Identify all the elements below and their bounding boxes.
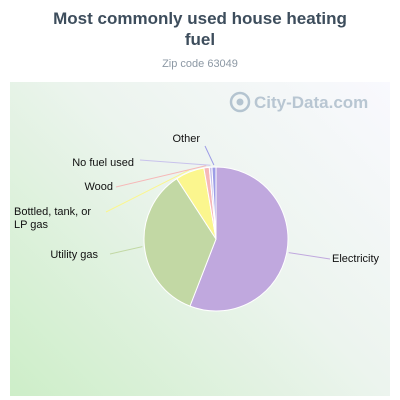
slice-label-electricity: Electricity — [332, 253, 380, 265]
watermark: City-Data.com — [229, 91, 368, 113]
slice-labels: Electricity Utility gas Bottled, tank, or L… — [14, 133, 380, 265]
pie-slice-utility-gas — [143, 177, 217, 307]
pie-slices — [143, 166, 289, 312]
watermark-logo-icon — [229, 91, 251, 113]
slice-label-other: Other — [172, 133, 200, 145]
slice-label-utility-gas: Utility gas — [50, 249, 98, 261]
chart-subtitle: Zip code 63049 — [162, 58, 238, 70]
watermark-logo-dot-icon — [236, 98, 244, 106]
slice-label-no-fuel-used: No fuel used — [72, 157, 134, 169]
leader-lines — [105, 145, 331, 260]
leader-line-other — [204, 145, 215, 166]
pie-slice-electricity — [189, 166, 289, 312]
chart-header: Most commonly used house heating fuel Zi… — [0, 0, 400, 80]
slice-label-bottled-tank-or-lp-gas: Bottled, tank, or LP gas — [14, 206, 91, 231]
leader-line-electricity — [288, 252, 331, 260]
leader-line-bottled-tank-or-lp-gas — [105, 169, 190, 213]
slice-label-wood: Wood — [84, 181, 113, 193]
leader-line-wood — [115, 165, 207, 188]
pie-slice-other — [211, 166, 217, 240]
watermark-text: City-Data.com — [254, 93, 368, 112]
leader-line-no-fuel-used — [139, 159, 211, 166]
leader-line-utility-gas — [109, 246, 143, 255]
chart-title: Most commonly used house heating fuel — [53, 9, 347, 49]
